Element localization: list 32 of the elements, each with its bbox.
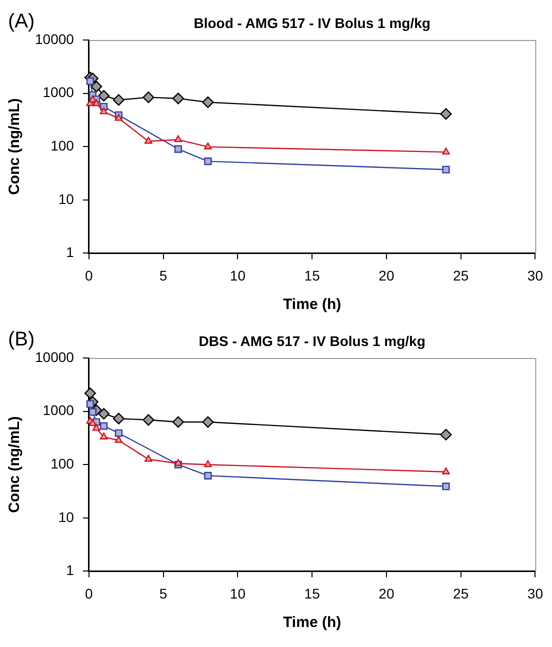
x-tick-label: 5 xyxy=(159,267,168,284)
y-tick-label: 100 xyxy=(50,137,74,154)
y-tick-label: 1000 xyxy=(42,84,74,100)
y-tick-label: 10000 xyxy=(34,30,74,47)
y-tick-label: 100 xyxy=(50,455,74,472)
y-tick-label: 10 xyxy=(58,508,74,525)
text: (B) xyxy=(8,328,35,351)
y-axis-title: Conc (ng/mL) xyxy=(6,416,24,513)
x-tick-label: 0 xyxy=(85,585,94,602)
x-tick-label: 25 xyxy=(453,585,469,602)
y-tick-label: 1 xyxy=(66,562,74,578)
x-tick-label: 10 xyxy=(230,267,246,284)
text: (A) xyxy=(8,10,35,33)
x-tick-label: 15 xyxy=(304,585,320,602)
x-tick-label: 20 xyxy=(378,585,394,602)
x-tick-label: 5 xyxy=(159,585,168,602)
x-tick-label: 15 xyxy=(304,267,320,284)
x-axis-title: Time (h) xyxy=(283,614,342,632)
x-tick-label: 30 xyxy=(527,267,544,284)
x-axis-title: Time (h) xyxy=(283,296,342,314)
x-tick-label: 25 xyxy=(453,267,469,284)
x-tick-label: 10 xyxy=(230,585,246,602)
y-tick-label: 10 xyxy=(58,190,74,207)
chart-title: Blood - AMG 517 - IV Bolus 1 mg/kg xyxy=(194,14,430,31)
y-tick-label: 1 xyxy=(66,244,74,260)
y-tick-label: 1000 xyxy=(42,402,74,418)
y-axis-title: Conc (ng/mL) xyxy=(6,98,24,195)
chart-title: DBS - AMG 517 - IV Bolus 1 mg/kg xyxy=(198,332,426,349)
x-tick-label: 0 xyxy=(85,267,94,284)
x-tick-label: 30 xyxy=(527,585,544,602)
x-tick-label: 20 xyxy=(378,267,394,284)
y-tick-label: 10000 xyxy=(34,348,74,365)
